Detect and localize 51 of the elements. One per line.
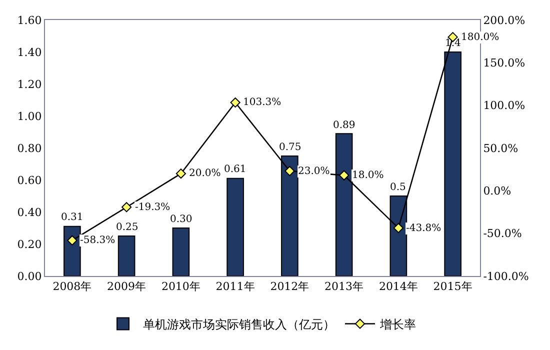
- y-tick-label: 0.00: [17, 270, 42, 283]
- y2-tick-label: -100.0%: [483, 270, 529, 283]
- point: [230, 97, 240, 108]
- x-tick-label: 2009年: [107, 280, 146, 294]
- point: [339, 170, 350, 180]
- y2-tick-label: 200.0%: [483, 14, 526, 27]
- point: [393, 222, 404, 234]
- point: [284, 166, 295, 176]
- y-tick-label: 0.40: [17, 206, 42, 219]
- data-label: 20.0%: [189, 168, 221, 179]
- y2-tick-label: 50.0%: [483, 142, 518, 155]
- data-label: 0.30: [170, 214, 192, 225]
- x-tick-label: 2010年: [161, 280, 200, 294]
- bar: [118, 236, 136, 276]
- data-label: 103.3%: [243, 97, 282, 108]
- y-tick-label: 0.60: [17, 174, 42, 187]
- y-tick-label: 1.40: [17, 46, 42, 59]
- y-tick-label: 1.00: [17, 110, 42, 123]
- y-tick-label: 1.60: [17, 14, 42, 27]
- bar: [172, 228, 190, 276]
- x-tick-label: 2012年: [270, 280, 310, 294]
- data-label: 0.5: [390, 182, 406, 193]
- data-label: 23.0%: [298, 166, 330, 177]
- data-label: 0.25: [116, 222, 138, 233]
- data-label: 0.75: [279, 142, 302, 153]
- point: [122, 202, 132, 212]
- x-tick-label: 2011年: [216, 280, 255, 294]
- bar: [226, 178, 244, 276]
- data-label: 0.89: [333, 120, 356, 131]
- y-tick-label: 0.20: [17, 238, 42, 251]
- y-tick-label: 0.80: [17, 142, 42, 155]
- y-tick-label: 1.20: [17, 78, 42, 91]
- y2-tick-label: -50.0%: [483, 227, 522, 240]
- point: [176, 168, 186, 179]
- data-label: 180.0%: [461, 32, 500, 43]
- x-tick-label: 2013年: [324, 280, 364, 294]
- data-label: 0.61: [224, 164, 246, 175]
- legend-label: 增长率: [379, 317, 416, 332]
- data-label: -58.3%: [80, 235, 116, 246]
- data-label: -19.3%: [135, 202, 170, 213]
- data-label: -43.8%: [406, 223, 442, 234]
- legend-label: 单机游戏市场实际销售收入（亿元）: [143, 317, 335, 332]
- data-label: 0.31: [61, 212, 84, 223]
- y2-tick-label: 0.0%: [483, 184, 512, 198]
- y2-tick-label: 100.0%: [483, 99, 526, 112]
- data-label: 18.0%: [352, 170, 384, 181]
- point: [67, 235, 78, 246]
- x-tick-label: 2014年: [378, 280, 418, 294]
- x-tick-label: 2008年: [52, 280, 92, 294]
- x-tick-label: 2015年: [433, 280, 472, 294]
- y2-tick-label: 150.0%: [483, 56, 526, 70]
